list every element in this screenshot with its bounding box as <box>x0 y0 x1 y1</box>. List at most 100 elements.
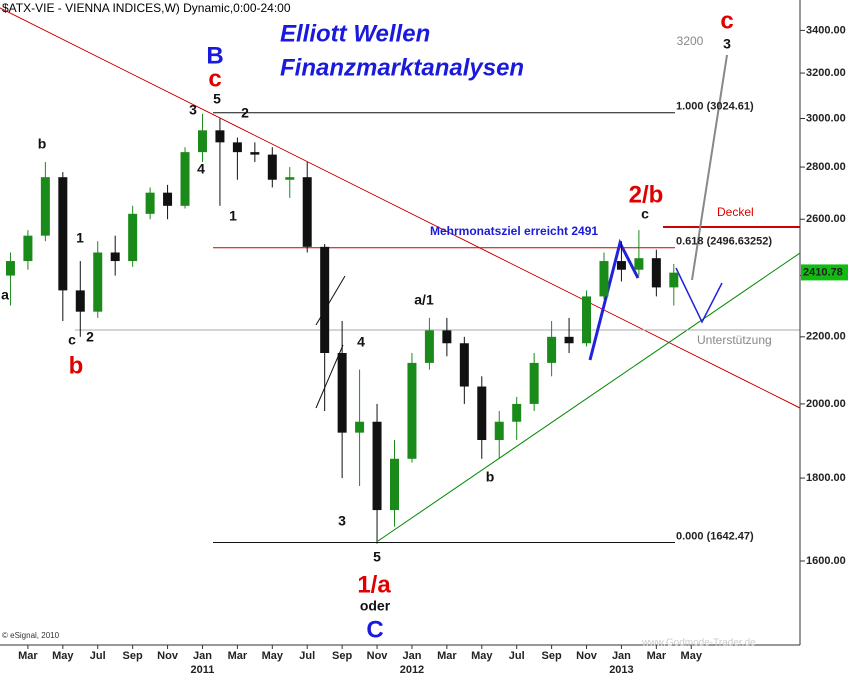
y-tick-label: 2800.00 <box>806 161 846 173</box>
y-tick-label: 1800.00 <box>806 472 846 484</box>
candle-body <box>442 330 452 344</box>
wave-label: oder <box>360 598 391 614</box>
x-tick-label: Mar <box>228 650 248 662</box>
wave-label: 2 <box>241 105 249 121</box>
wave-label: 3200 <box>677 34 704 48</box>
wave-label: b <box>38 136 47 152</box>
year-label: 2012 <box>400 664 424 676</box>
candle-body <box>232 142 242 153</box>
candle-body <box>180 152 190 206</box>
x-tick-label: Jul <box>90 650 106 662</box>
x-tick-label: Jan <box>612 650 631 662</box>
candle-body <box>424 330 434 363</box>
candle-body <box>355 421 365 433</box>
candle-body <box>529 362 539 404</box>
last-value-box <box>801 264 848 281</box>
y-tick-label: 2600.00 <box>806 213 846 225</box>
candle-body <box>163 192 173 206</box>
x-tick-label: Nov <box>367 650 389 662</box>
note: Mehrmonatsziel erreicht 2491 <box>430 224 598 238</box>
candle-body <box>285 177 295 180</box>
wave-label: 4 <box>197 161 205 177</box>
x-tick-label: Mar <box>18 650 38 662</box>
wave-label: b <box>69 352 84 379</box>
candle-body <box>669 272 679 288</box>
candle-body <box>599 261 609 297</box>
wave-label: a <box>1 287 9 303</box>
candle-body <box>494 421 504 441</box>
candle-body <box>267 154 277 180</box>
x-tick-label: May <box>262 650 284 662</box>
x-tick-label: Sep <box>123 650 143 662</box>
wave-label: C <box>366 616 383 643</box>
wave-path <box>588 238 640 361</box>
watermark: www.Godmode-Trader.de <box>641 638 756 649</box>
wave-label: 5 <box>373 549 381 565</box>
fib-label: 0.000 (1642.47) <box>676 530 754 542</box>
wave-label: 3 <box>189 102 197 118</box>
wave-label: 1 <box>76 230 84 246</box>
candle-body <box>145 192 155 214</box>
wave-label: 2/b <box>629 181 664 208</box>
last-value-label: 2410.78 <box>803 266 843 278</box>
candle-body <box>512 403 522 422</box>
candle-body <box>564 336 574 344</box>
note: Unterstützung <box>697 333 772 347</box>
candle-body <box>128 213 138 262</box>
downtrend-line <box>0 7 801 409</box>
x-tick-label: Sep <box>542 650 562 662</box>
candle-body <box>337 353 347 433</box>
year-label: 2011 <box>191 664 215 676</box>
candle-body <box>110 252 120 262</box>
wave-label: 5 <box>213 91 221 107</box>
candle-body <box>197 130 207 153</box>
projection-line <box>691 54 728 281</box>
x-tick-label: Jul <box>509 650 525 662</box>
wave-label: c <box>68 332 76 348</box>
wave-label: b <box>486 469 495 485</box>
candle-body <box>407 362 417 459</box>
x-tick-label: Nov <box>157 650 179 662</box>
fib-label: 1.000 (3024.61) <box>676 101 754 113</box>
candle-body <box>40 177 50 236</box>
candle-body <box>372 421 382 511</box>
x-tick-label: May <box>52 650 74 662</box>
candle-body <box>616 261 626 270</box>
wave-label: 3 <box>723 36 731 52</box>
x-tick-label: Jan <box>193 650 212 662</box>
candle-body <box>390 458 399 511</box>
note: Deckel <box>717 205 754 219</box>
chart-title: $ATX-VIE - VIENNA INDICES,W) Dynamic,0:0… <box>2 1 291 15</box>
fib-label: 0.618 (2496.63252) <box>676 236 772 248</box>
wave-label: c <box>720 7 733 34</box>
y-tick-label: 3200.00 <box>806 67 846 79</box>
x-tick-label: Jan <box>402 650 421 662</box>
candle-body <box>93 252 103 312</box>
wave-label: c <box>208 65 221 92</box>
x-tick-label: Mar <box>437 650 457 662</box>
candle-body <box>547 336 557 363</box>
candle-body <box>215 130 225 143</box>
x-tick-label: May <box>681 650 703 662</box>
candle-body <box>651 258 661 288</box>
x-tick-label: Mar <box>647 650 667 662</box>
y-tick-label: 2200.00 <box>806 331 846 343</box>
uptrend-line <box>377 252 801 542</box>
x-tick-label: May <box>471 650 493 662</box>
candle-body <box>477 386 487 441</box>
wave-label: a/1 <box>414 292 434 308</box>
wave-projection <box>675 267 723 324</box>
candle-body <box>75 290 85 312</box>
candle-body <box>582 296 592 344</box>
headline: Elliott Wellen <box>280 20 430 47</box>
x-tick-label: Jul <box>299 650 315 662</box>
candle-body <box>320 246 330 354</box>
candle-body <box>250 152 260 155</box>
headline: Finanzmarktanalysen <box>280 54 524 81</box>
wave-label: 2 <box>86 329 94 345</box>
y-tick-label: 3400.00 <box>806 24 846 36</box>
copyright: © eSignal, 2010 <box>2 631 60 640</box>
candle-body <box>58 177 68 291</box>
trendlines <box>0 7 801 542</box>
